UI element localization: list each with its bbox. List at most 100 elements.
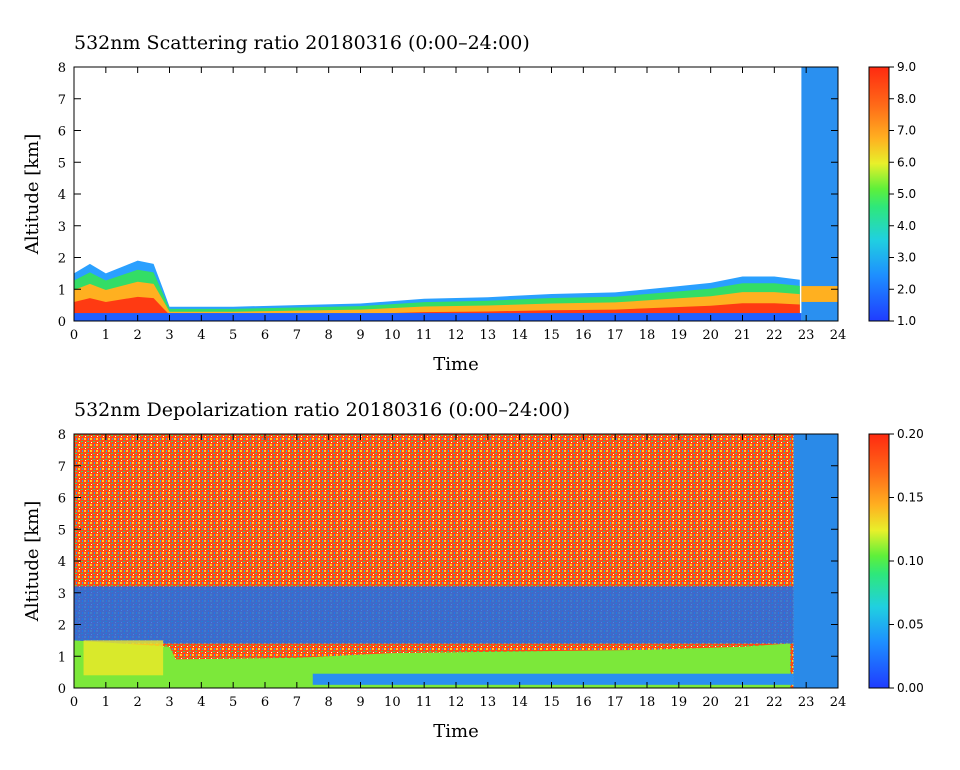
- x-tick-label: 19: [671, 328, 688, 343]
- x-tick-label: 21: [734, 695, 751, 710]
- x-tick-label: 4: [197, 328, 205, 343]
- x-tick-label: 0: [70, 695, 78, 710]
- y-tick-label: 4: [58, 188, 66, 203]
- y-tick-label: 8: [58, 428, 66, 443]
- colorbar-tick-label: 9.0: [897, 60, 916, 74]
- colorbar-tick-label: 0.20: [897, 427, 924, 441]
- x-tick-label: 6: [261, 695, 269, 710]
- x-tick-label: 22: [766, 695, 783, 710]
- x-tick-label: 0: [70, 328, 78, 343]
- x-tick-label: 11: [416, 695, 433, 710]
- x-tick-label: 9: [356, 695, 364, 710]
- colorbar-tick-label: 0.15: [897, 491, 924, 505]
- aerosol-band: [74, 586, 793, 643]
- y-tick-label: 4: [58, 555, 66, 570]
- y-tick-label: 8: [58, 61, 66, 76]
- x-tick-label: 7: [293, 695, 301, 710]
- x-tick-label: 14: [511, 328, 528, 343]
- x-axis-label: Time: [433, 354, 478, 375]
- colorbar-tick-label: 4.0: [897, 219, 916, 233]
- x-tick-label: 22: [766, 328, 783, 343]
- x-tick-label: 23: [798, 695, 815, 710]
- plot-area: [74, 434, 838, 688]
- x-tick-label: 18: [639, 328, 656, 343]
- x-tick-label: 7: [293, 328, 301, 343]
- colorbar-ticks: 1.0 2.0 3.0 4.0 5.0 6.0 7.0 8.0 9.0: [889, 60, 916, 328]
- x-tick-label: 14: [511, 695, 528, 710]
- x-tick-label: 1: [102, 328, 110, 343]
- x-tick-label: 15: [543, 328, 560, 343]
- surface-band: [313, 674, 794, 685]
- colorbar-tick-label: 0.00: [897, 681, 924, 695]
- y-tick-label: 2: [58, 252, 66, 267]
- colorbar-tick-label: 1.0: [897, 314, 916, 328]
- colorbar-tick-label: 8.0: [897, 92, 916, 106]
- x-tick-label: 12: [448, 328, 465, 343]
- x-tick-label: 17: [607, 695, 624, 710]
- colorbar-tick-label: 0.10: [897, 554, 924, 568]
- colorbar-tick-label: 6.0: [897, 155, 916, 169]
- x-axis-label: Time: [433, 721, 478, 742]
- dust-layer: [84, 640, 164, 675]
- x-tick-label: 24: [830, 328, 847, 343]
- x-tick-label: 17: [607, 328, 624, 343]
- surface-band: [74, 313, 801, 321]
- x-tick-label: 23: [798, 328, 815, 343]
- chart-title: 532nm Scattering ratio 20180316 (0:00–24…: [74, 32, 530, 54]
- x-tick-label: 2: [134, 695, 142, 710]
- plot-area: [74, 67, 838, 321]
- y-tick-label: 2: [58, 619, 66, 634]
- y-tick-label: 5: [58, 156, 66, 171]
- scattering-ratio-panel: 532nm Scattering ratio 20180316 (0:00–24…: [22, 32, 916, 375]
- cloud-base: [801, 286, 838, 302]
- x-tick-label: 2: [134, 328, 142, 343]
- x-tick-label: 19: [671, 695, 688, 710]
- colorbar-ticks: 0.00 0.05 0.10 0.15 0.20: [889, 427, 924, 695]
- x-tick-label: 3: [165, 328, 173, 343]
- depolarization-ratio-panel: 532nm Depolarization ratio 20180316 (0:0…: [22, 399, 924, 742]
- x-tick-label: 24: [830, 695, 847, 710]
- chart-title: 532nm Depolarization ratio 20180316 (0:0…: [74, 399, 570, 421]
- y-tick-label: 6: [58, 125, 66, 140]
- colorbar-tick-label: 0.05: [897, 618, 924, 632]
- x-tick-label: 16: [575, 328, 592, 343]
- y-axis-label: Altitude [km]: [22, 501, 43, 623]
- colorbar: [869, 67, 889, 321]
- y-axis-label: Altitude [km]: [22, 134, 43, 256]
- x-tick-label: 13: [480, 695, 497, 710]
- x-tick-label: 3: [165, 695, 173, 710]
- x-tick-label: 6: [261, 328, 269, 343]
- x-tick-label: 10: [384, 328, 401, 343]
- x-tick-label: 4: [197, 695, 205, 710]
- x-tick-label: 16: [575, 695, 592, 710]
- y-tick-label: 7: [58, 93, 66, 108]
- y-tick-label: 5: [58, 523, 66, 538]
- colorbar: [869, 434, 889, 688]
- x-tick-label: 20: [702, 695, 719, 710]
- x-tick-label: 5: [229, 695, 237, 710]
- x-tick-label: 5: [229, 328, 237, 343]
- x-tick-label: 15: [543, 695, 560, 710]
- x-tick-label: 18: [639, 695, 656, 710]
- y-tick-label: 3: [58, 587, 66, 602]
- y-tick-label: 1: [58, 283, 66, 298]
- figure-canvas: 532nm Scattering ratio 20180316 (0:00–24…: [0, 0, 960, 770]
- y-tick-label: 1: [58, 650, 66, 665]
- x-tick-label: 1: [102, 695, 110, 710]
- y-tick-label: 0: [58, 315, 66, 330]
- x-tick-label: 12: [448, 695, 465, 710]
- y-tick-label: 0: [58, 682, 66, 697]
- colorbar-tick-label: 5.0: [897, 187, 916, 201]
- colorbar-tick-label: 2.0: [897, 282, 916, 296]
- x-tick-label: 11: [416, 328, 433, 343]
- y-tick-label: 6: [58, 492, 66, 507]
- colorbar-tick-label: 3.0: [897, 251, 916, 265]
- colorbar-tick-label: 7.0: [897, 124, 916, 138]
- x-tick-label: 9: [356, 328, 364, 343]
- x-tick-label: 10: [384, 695, 401, 710]
- lidar-figure: 532nm Scattering ratio 20180316 (0:00–24…: [0, 0, 960, 770]
- x-tick-label: 8: [325, 695, 333, 710]
- x-tick-label: 8: [325, 328, 333, 343]
- x-tick-label: 13: [480, 328, 497, 343]
- y-tick-label: 3: [58, 220, 66, 235]
